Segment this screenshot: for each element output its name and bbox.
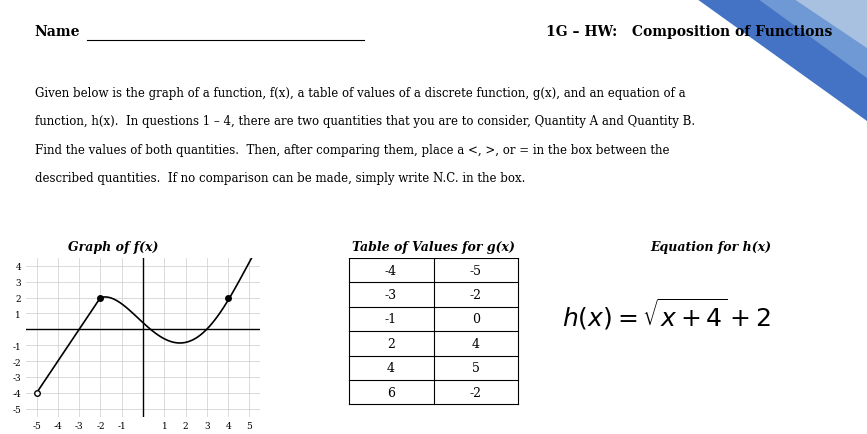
Text: -3: -3 — [385, 288, 397, 301]
Text: -5: -5 — [470, 264, 482, 277]
Text: 5: 5 — [472, 362, 480, 375]
Text: 0: 0 — [472, 312, 480, 326]
Text: -4: -4 — [385, 264, 397, 277]
Text: described quantities.  If no comparison can be made, simply write N.C. in the bo: described quantities. If no comparison c… — [35, 171, 525, 184]
Text: 6: 6 — [387, 386, 395, 399]
Text: Equation for h(x): Equation for h(x) — [650, 241, 772, 254]
Text: 2: 2 — [387, 337, 395, 350]
Text: Name: Name — [35, 25, 80, 39]
Text: 4: 4 — [387, 362, 395, 375]
Text: -2: -2 — [470, 386, 482, 399]
Text: Graph of f(x): Graph of f(x) — [68, 241, 158, 254]
Polygon shape — [794, 0, 867, 49]
Text: $h(x) = \sqrt{x+4}+2$: $h(x) = \sqrt{x+4}+2$ — [562, 296, 772, 332]
Text: Table of Values for g(x): Table of Values for g(x) — [352, 241, 515, 254]
Text: -1: -1 — [385, 312, 397, 326]
Text: -2: -2 — [470, 288, 482, 301]
Text: 1G – HW:   Composition of Functions: 1G – HW: Composition of Functions — [546, 25, 832, 39]
Text: 4: 4 — [472, 337, 480, 350]
Polygon shape — [697, 0, 867, 122]
Text: Given below is the graph of a function, f(x), a table of values of a discrete fu: Given below is the graph of a function, … — [35, 87, 685, 100]
Polygon shape — [758, 0, 867, 79]
Text: function, h(x).  In questions 1 – 4, there are two quantities that you are to co: function, h(x). In questions 1 – 4, ther… — [35, 115, 694, 128]
Text: Find the values of both quantities.  Then, after comparing them, place a <, >, o: Find the values of both quantities. Then… — [35, 143, 669, 156]
